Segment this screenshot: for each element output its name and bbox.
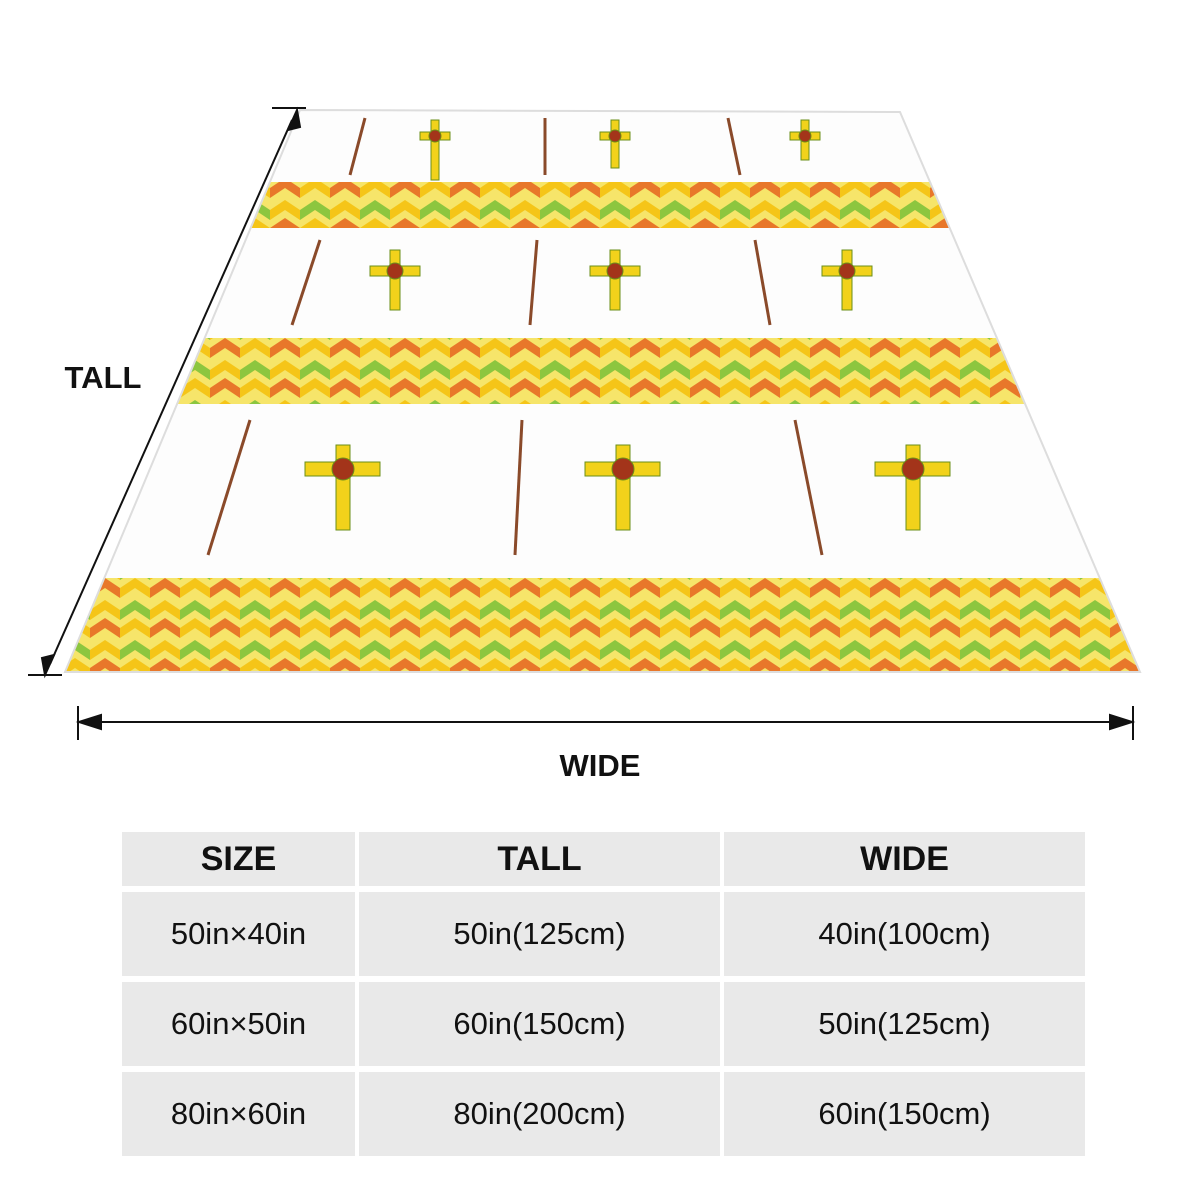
header-cell: WIDE: [724, 832, 1085, 886]
table-cell: 60in×50in: [122, 982, 355, 1066]
tall-label: TALL: [65, 360, 142, 395]
header-cell: TALL: [359, 832, 720, 886]
table-cell: 80in(200cm): [359, 1072, 720, 1156]
size-table: SIZE TALL WIDE 50in×40in 50in(125cm) 40i…: [122, 832, 1085, 1156]
table-cell: 60in(150cm): [359, 982, 720, 1066]
wide-label: WIDE: [560, 748, 641, 783]
table-cell: 50in(125cm): [359, 892, 720, 976]
blanket-illustration: TALL WIDE: [28, 106, 1142, 783]
table-cell: 50in×40in: [122, 892, 355, 976]
header-cell: SIZE: [122, 832, 355, 886]
table-cell: 60in(150cm): [724, 1072, 1085, 1156]
table-cell: 40in(100cm): [724, 892, 1085, 976]
table-cell: 50in(125cm): [724, 982, 1085, 1066]
table-cell: 80in×60in: [122, 1072, 355, 1156]
